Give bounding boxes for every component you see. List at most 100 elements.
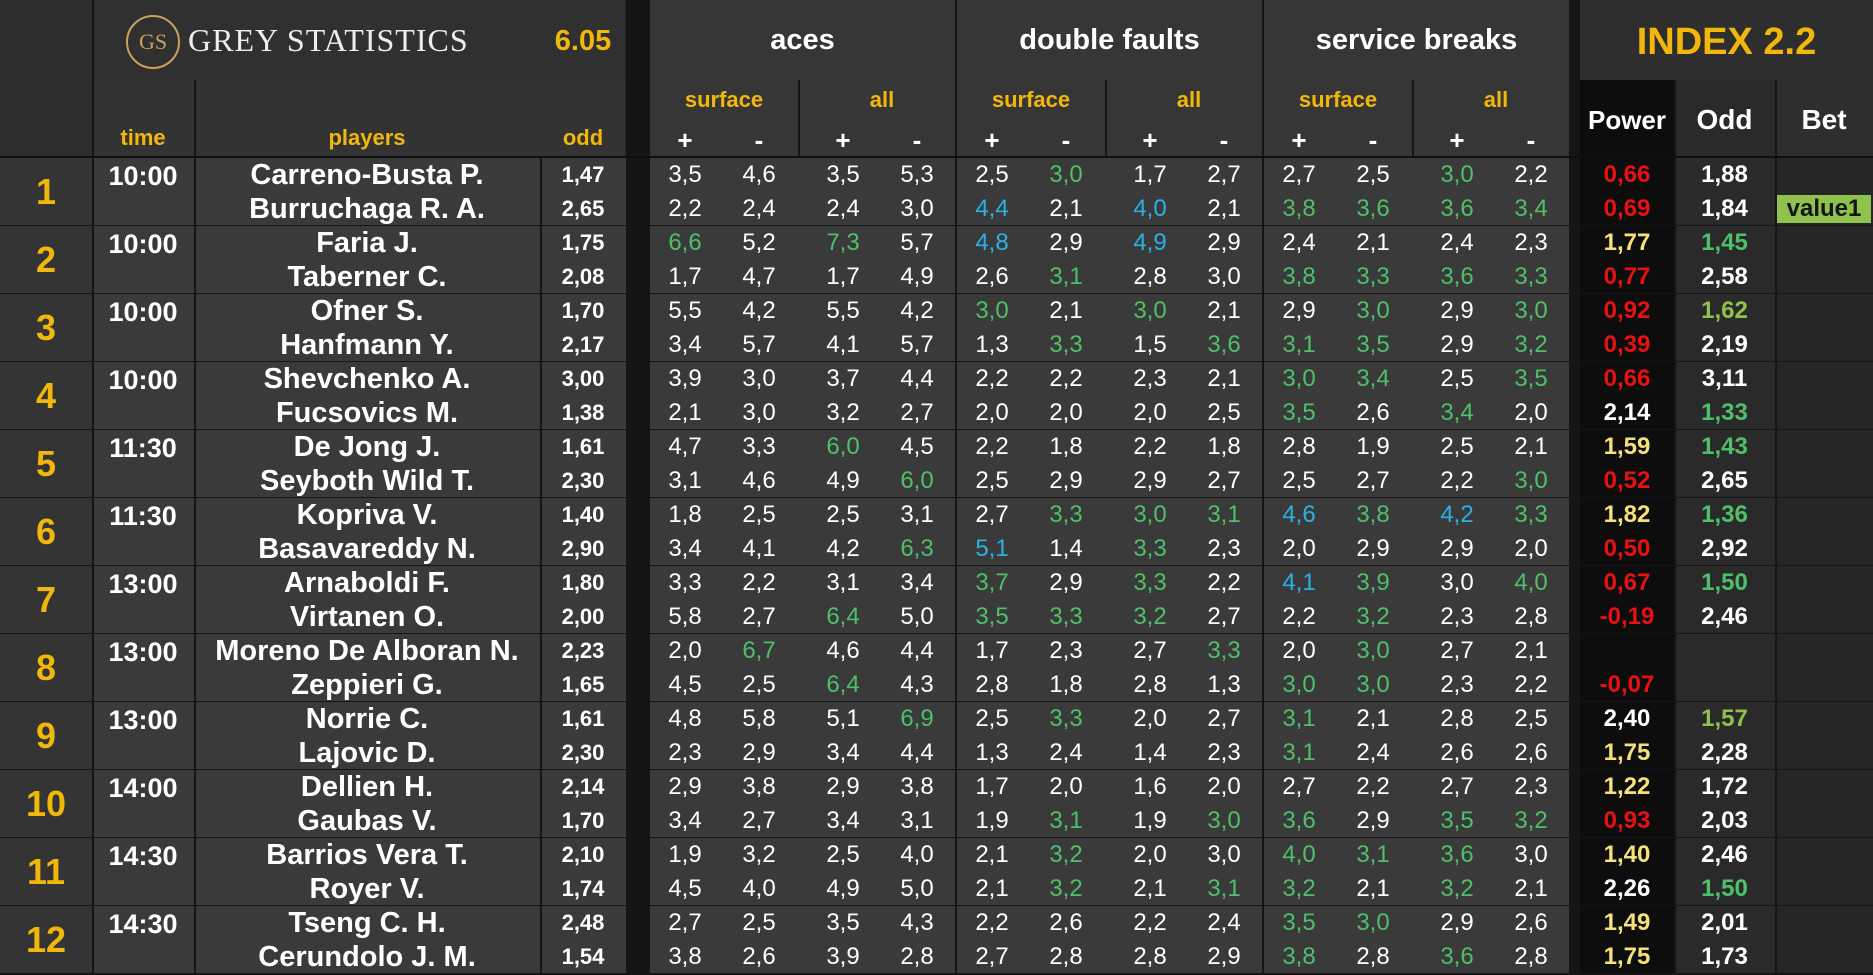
stat-value: 2,5	[975, 705, 1009, 732]
player-odd: 2,30	[561, 740, 605, 765]
stats-bg	[650, 226, 955, 294]
player-name: Virtanen O.	[289, 600, 445, 633]
match-number: 6	[35, 511, 57, 552]
stat-value: 3,0	[1356, 637, 1390, 664]
power-bg	[1580, 294, 1674, 362]
stat-value: 2,5	[975, 467, 1009, 494]
stat-value: 3,1	[1049, 807, 1083, 834]
column-divider	[1262, 0, 1264, 975]
stat-value: 3,5	[1356, 331, 1390, 358]
odd-bg	[540, 906, 626, 974]
stat-value: 3,8	[1356, 501, 1390, 528]
stat-value: 1,4	[1133, 739, 1167, 766]
match-number-bg	[0, 226, 92, 294]
stat-value: 2,7	[1207, 603, 1241, 630]
bet-bg	[1775, 294, 1873, 362]
stat-value: 3,8	[1282, 263, 1316, 290]
stat-value: 3,6	[1356, 195, 1390, 222]
match-time: 10:00	[108, 364, 178, 395]
stat-value: 2,6	[1514, 739, 1548, 766]
players-bg	[194, 294, 540, 362]
header-corner	[0, 0, 92, 158]
index-odd-value: 1,73	[1701, 943, 1748, 970]
stat-value: 2,9	[742, 739, 776, 766]
stat-value: 1,3	[1207, 671, 1241, 698]
stat-value: 3,0	[1356, 671, 1390, 698]
value-bet-badge: value1	[1777, 195, 1871, 223]
match-number: 11	[26, 851, 66, 892]
stat-value: 3,8	[668, 943, 702, 970]
odd-bg	[540, 498, 626, 566]
stat-value: 1,7	[975, 637, 1009, 664]
stat-value: 2,4	[1207, 909, 1241, 936]
stat-value: 3,2	[1356, 603, 1390, 630]
index-odd-bg	[1674, 702, 1775, 770]
time-bg	[92, 566, 194, 634]
stat-value: 3,0	[742, 399, 776, 426]
stat-value: 4,9	[826, 467, 860, 494]
stat-value: 3,4	[668, 535, 702, 562]
index-odd-value: 2,46	[1701, 841, 1748, 868]
date-label: 6.05	[554, 24, 612, 57]
stat-value: 2,4	[742, 195, 776, 222]
bet-bg	[1775, 838, 1873, 906]
stats-bg	[650, 770, 955, 838]
stat-value: 3,6	[1282, 807, 1316, 834]
stat-value: 3,1	[668, 467, 702, 494]
stat-value: 3,0	[1207, 807, 1241, 834]
time-bg	[92, 498, 194, 566]
power-value: 1,75	[1603, 739, 1651, 766]
plus-sign: +	[677, 124, 693, 155]
power-value: 1,22	[1603, 773, 1651, 800]
stat-value: 4,7	[742, 263, 776, 290]
player-name: Taberner C.	[287, 260, 447, 293]
col-players: players	[328, 125, 406, 150]
index-odd-bg	[1674, 294, 1775, 362]
subhdr-all: all	[1176, 87, 1202, 112]
stat-value: 5,3	[900, 161, 934, 188]
player-name: Royer V.	[309, 872, 425, 905]
stat-value: 2,2	[1049, 365, 1083, 392]
time-bg	[92, 770, 194, 838]
stat-value: 3,2	[1049, 875, 1083, 902]
stat-value: 1,3	[975, 739, 1009, 766]
player-name: Hanfmann Y.	[280, 328, 454, 361]
player-odd: 1,70	[561, 808, 605, 833]
index-odd-bg	[1674, 770, 1775, 838]
stat-value: 2,0	[1514, 535, 1548, 562]
stat-value: 2,7	[900, 399, 934, 426]
stat-value: 3,0	[1440, 569, 1474, 596]
stat-value: 2,2	[1514, 161, 1548, 188]
stat-value: 2,5	[742, 501, 776, 528]
match-time: 13:00	[108, 704, 178, 735]
index-odd-value: 1,88	[1701, 161, 1748, 188]
player-odd: 1,80	[561, 570, 605, 595]
player-odd: 2,08	[561, 264, 605, 289]
index-odd-value: 2,28	[1701, 739, 1748, 766]
stat-value: 7,3	[826, 229, 860, 256]
stat-value: 2,7	[742, 807, 776, 834]
index-odd-value: 2,03	[1701, 807, 1748, 834]
odd-bg	[540, 430, 626, 498]
time-bg	[92, 702, 194, 770]
player-odd: 2,30	[561, 468, 605, 493]
stat-value: 2,7	[1133, 637, 1167, 664]
stat-value: 2,1	[668, 399, 702, 426]
stat-value: 1,3	[975, 331, 1009, 358]
stat-value: 4,8	[975, 229, 1009, 256]
stat-value: 3,0	[1133, 297, 1167, 324]
stat-value: 2,3	[1207, 535, 1241, 562]
stat-value: 2,5	[1440, 433, 1474, 460]
stat-value: 4,3	[900, 671, 934, 698]
stat-value: 2,9	[1049, 569, 1083, 596]
power-value: -0,19	[1599, 603, 1655, 630]
stat-value: 4,3	[900, 909, 934, 936]
plus-sign: +	[1449, 124, 1465, 155]
stat-value: 2,3	[1440, 671, 1474, 698]
subhdr-surface: surface	[1298, 87, 1378, 112]
stat-value: 2,6	[1049, 909, 1083, 936]
match-number-bg	[0, 702, 92, 770]
subhdr-surface: surface	[991, 87, 1071, 112]
stat-value: 3,4	[1356, 365, 1390, 392]
stat-value: 2,3	[1514, 773, 1548, 800]
